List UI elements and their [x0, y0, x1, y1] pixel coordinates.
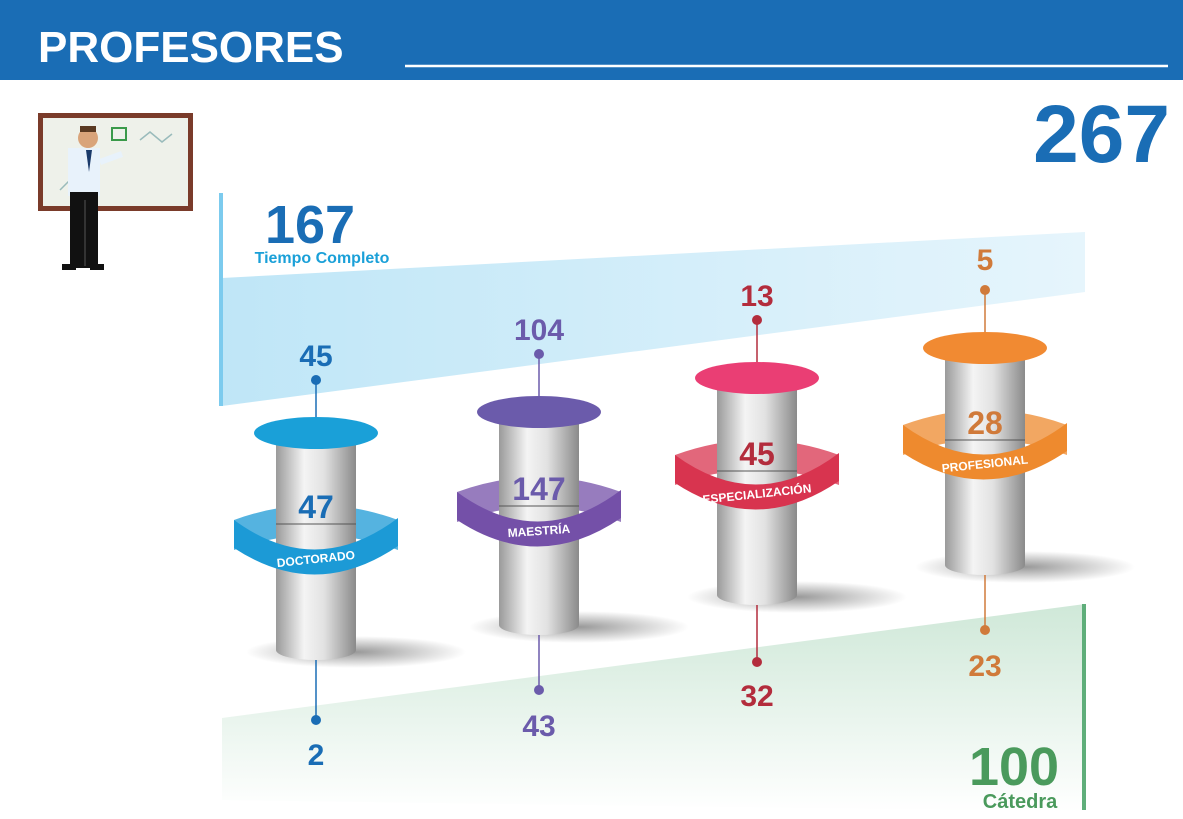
- cylinder-cap: [695, 362, 819, 394]
- full-time-count: 104: [514, 314, 564, 347]
- ribbon-front: [903, 423, 1067, 480]
- middle-value: 147: [512, 471, 565, 507]
- top-dot: [534, 349, 544, 359]
- middle-value: 47: [298, 489, 334, 525]
- full-time-count: 5: [977, 244, 994, 277]
- bottom-dot: [980, 625, 990, 635]
- middle-value: 45: [739, 436, 775, 472]
- adjunct-label: Cátedra: [983, 791, 1058, 813]
- full-time-count: 45: [299, 340, 332, 373]
- bottom-dot: [311, 715, 321, 725]
- adjunct-band: [222, 604, 1085, 812]
- full-time-label: Tiempo Completo: [255, 250, 390, 267]
- adjunct-count: 23: [968, 650, 1001, 683]
- adjunct-bar: [1082, 604, 1086, 810]
- header-title: PROFESORES: [38, 23, 344, 72]
- adjunct-count: 32: [740, 680, 773, 713]
- adjunct-count: 43: [522, 710, 555, 743]
- cylinder-cap: [477, 396, 601, 428]
- bottom-dot: [752, 657, 762, 667]
- total: 267: [1033, 89, 1170, 180]
- cylinder-cap: [254, 417, 378, 449]
- middle-value: 28: [967, 405, 1003, 441]
- top-dot: [752, 315, 762, 325]
- full-time-count: 13: [740, 280, 773, 313]
- full-time-band: [222, 232, 1085, 406]
- top-dot: [311, 375, 321, 385]
- ribbon-front: [457, 490, 621, 547]
- bottom-dot: [534, 685, 544, 695]
- teacher-illustration: [38, 113, 193, 270]
- ribbon-front: [234, 518, 398, 575]
- ribbon-front: [675, 453, 839, 510]
- cylinder-body: [276, 433, 356, 660]
- adjunct-count: 2: [308, 739, 325, 772]
- column: 147 MAESTRÍA 104 43: [457, 314, 689, 743]
- full-time-value: 167: [265, 195, 355, 255]
- cylinder-cap: [923, 332, 1047, 364]
- top-dot: [980, 285, 990, 295]
- level-name: MAESTRÍA: [507, 521, 571, 540]
- full-time-bar: [219, 193, 223, 406]
- adjunct-value: 100: [969, 737, 1059, 797]
